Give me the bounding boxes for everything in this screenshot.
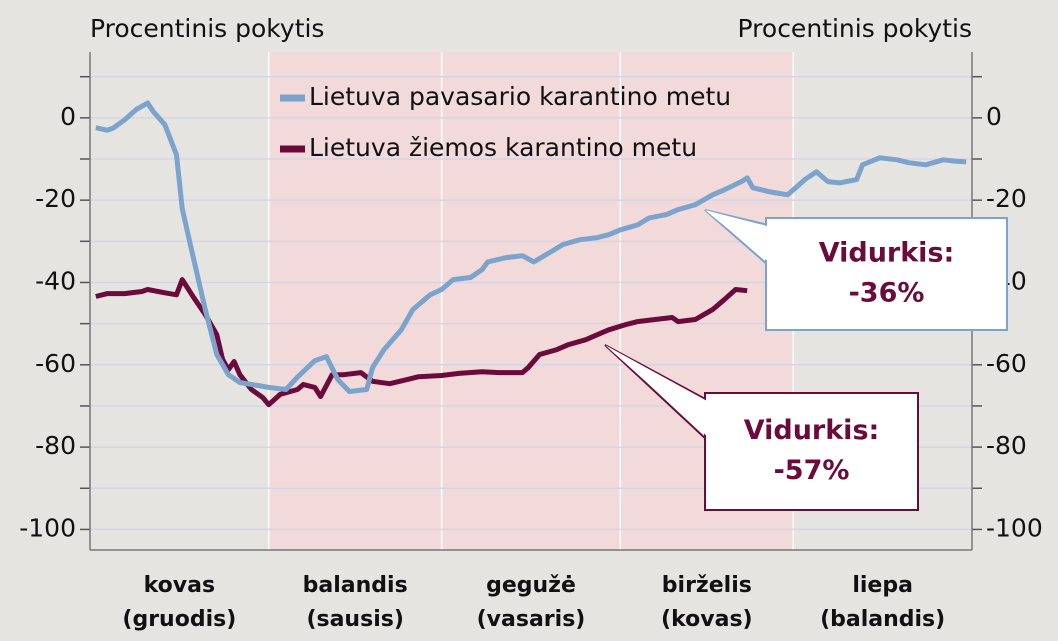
callout-joint: [605, 345, 709, 438]
x-tick-label: (balandis): [820, 607, 945, 632]
callout-text: Vidurkis:: [744, 415, 880, 446]
y-axis-label: Procentinis pokytis: [90, 14, 324, 43]
x-tick-label: (vasaris): [477, 607, 586, 632]
callout-text: -57%: [774, 455, 850, 486]
x-tick-label: (kovas): [661, 607, 753, 632]
y-tick-label: -100: [19, 513, 76, 542]
callout-box: [765, 217, 1008, 331]
y2-tick-label: 0: [986, 102, 1002, 131]
y-tick-label: 0: [60, 102, 76, 131]
y-tick-label: -80: [35, 431, 76, 460]
y2-tick-label: -100: [986, 513, 1043, 542]
x-tick-label: (gruodis): [122, 607, 236, 632]
x-tick-label: (sausis): [306, 607, 403, 632]
x-tick-label: kovas: [144, 573, 215, 598]
callout-text: Vidurkis:: [819, 238, 955, 269]
y-tick-label: -40: [35, 266, 76, 295]
callout-joint: [705, 210, 770, 263]
x-tick-label: liepa: [852, 573, 913, 598]
y2-tick-label: -80: [986, 431, 1027, 460]
callout-box: [704, 392, 919, 511]
legend-label: Lietuva žiemos karantino metu: [309, 133, 697, 162]
x-tick-label: birželis: [662, 573, 752, 598]
x-tick-label: balandis: [303, 573, 408, 598]
x-tick-label: gegužė: [486, 573, 576, 598]
series-line: [95, 277, 748, 408]
y2-tick-label: -20: [986, 184, 1027, 213]
callout-text: -36%: [849, 278, 925, 309]
legend-label: Lietuva pavasario karantino metu: [309, 82, 731, 111]
y-tick-label: -60: [35, 349, 76, 378]
y2-axis-label: Procentinis pokytis: [738, 14, 972, 43]
series-line: [95, 100, 967, 394]
y-tick-label: -20: [35, 184, 76, 213]
y2-tick-label: -60: [986, 349, 1027, 378]
